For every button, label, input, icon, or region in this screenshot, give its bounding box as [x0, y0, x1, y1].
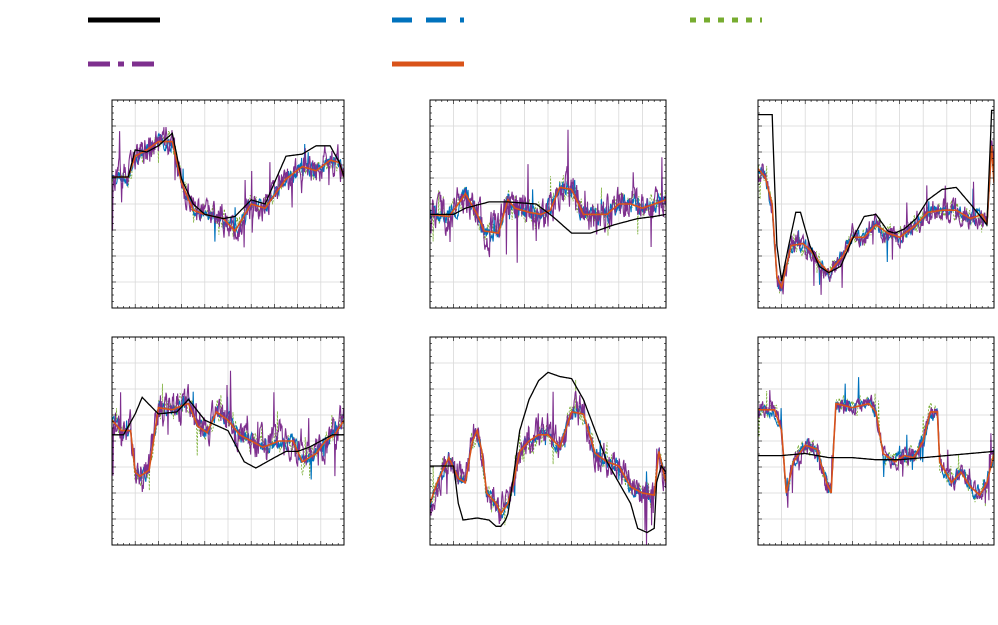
- plot-area: [430, 371, 666, 545]
- plot-area: [112, 370, 344, 493]
- panels: [111, 99, 995, 546]
- legend: [88, 17, 762, 67]
- series-s1-line: [112, 396, 344, 469]
- series-s5-line: [112, 140, 344, 233]
- series-s5-line: [758, 402, 994, 497]
- subplot-1: [111, 99, 345, 309]
- plot-area: [758, 109, 994, 295]
- series-s5-line: [430, 186, 666, 234]
- series-s1-line: [430, 371, 666, 534]
- subplot-4: [111, 336, 345, 546]
- series-s5-line: [758, 145, 994, 290]
- subplot-5: [429, 336, 667, 546]
- series-s1-line: [430, 201, 666, 234]
- plot-area: [430, 129, 666, 263]
- subplot-6: [757, 336, 995, 546]
- series-s4-line: [758, 140, 994, 295]
- series-s4-line: [112, 370, 344, 493]
- plot-area: [112, 127, 344, 248]
- plot-area: [758, 377, 994, 508]
- series-s5-line: [112, 402, 344, 478]
- subplot-3: [757, 99, 995, 309]
- series-s1-line: [758, 450, 994, 461]
- series-s1-line: [758, 109, 994, 282]
- subplot-2: [429, 99, 667, 309]
- series-s3-line: [758, 151, 994, 294]
- series-s4-line: [430, 129, 666, 263]
- series-s5-line: [430, 411, 666, 516]
- series-s1-line: [112, 132, 344, 220]
